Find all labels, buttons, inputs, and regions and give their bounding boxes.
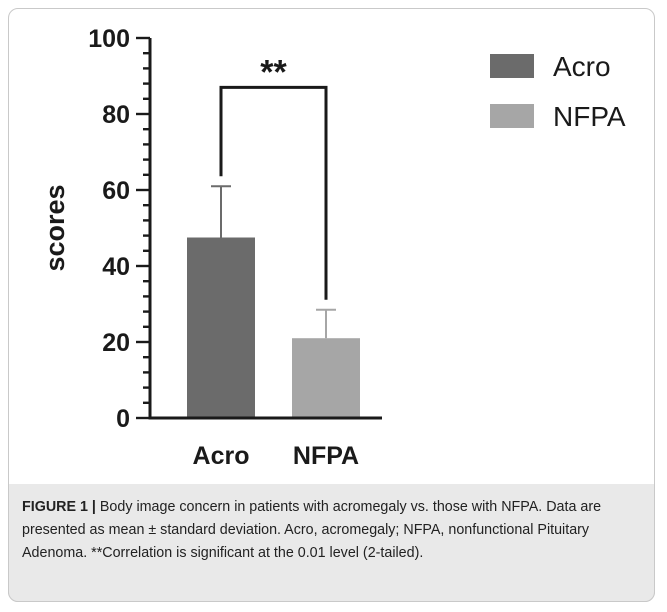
figure-caption: FIGURE 1 | Body image concern in patient… xyxy=(22,496,644,565)
legend-label-nfpa: NFPA xyxy=(553,101,626,132)
bar-nfpa xyxy=(292,338,360,417)
caption-panel xyxy=(8,484,655,602)
caption-text: Body image concern in patients with acro… xyxy=(22,499,602,561)
legend-label-acro: Acro xyxy=(553,51,611,82)
x-tick-label: NFPA xyxy=(293,442,359,470)
y-tick-label: 100 xyxy=(88,25,130,53)
y-tick-label: 60 xyxy=(102,177,130,205)
significance-bracket xyxy=(219,85,328,300)
chart-axes: 0 20 40 60 80 100 scores xyxy=(40,25,382,433)
significance-label: ** xyxy=(260,53,287,91)
y-tick-label: 40 xyxy=(102,253,130,281)
y-tick-label: 80 xyxy=(102,101,130,129)
bar-acro xyxy=(187,237,255,417)
x-tick-label: Acro xyxy=(193,442,250,470)
bar-chart: 0 20 40 60 80 100 scores Acro NFPA ** Acro NFPA xyxy=(40,25,626,470)
chart-legend: Acro NFPA xyxy=(490,51,626,132)
legend-swatch-acro xyxy=(490,54,534,78)
legend-swatch-nfpa xyxy=(490,104,534,128)
caption-label: FIGURE 1 | xyxy=(22,499,96,515)
y-tick-label: 0 xyxy=(116,405,130,433)
y-axis-label: scores xyxy=(40,184,70,271)
y-tick-label: 20 xyxy=(102,329,130,357)
chart-bars: Acro NFPA ** xyxy=(187,53,360,470)
